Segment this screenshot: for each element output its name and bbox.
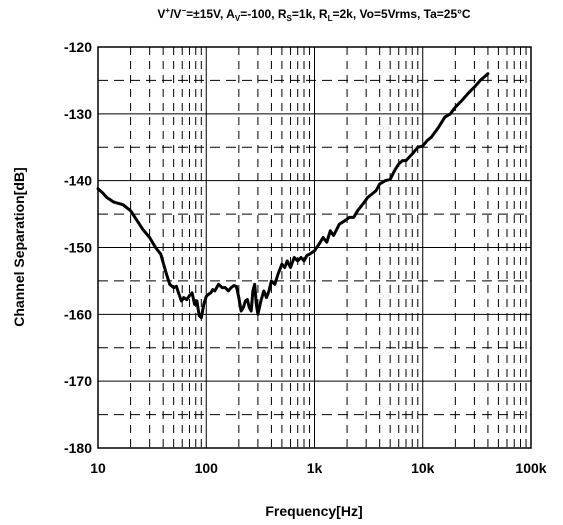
title-part3: =1k, R [292,7,328,21]
x-tick-label: 10 [90,460,106,476]
title-part4: =2k, Vo=5Vrms, Ta=25°C [332,7,470,21]
channel-separation-line [96,72,490,320]
x-tick-label: 100k [515,460,546,476]
x-tick-label: 10k [411,460,435,476]
title-part2: =-100, R [240,7,287,21]
grid-lines [98,47,531,448]
title-part1: =±15V, A [186,7,235,21]
y-tick-label: -180 [64,440,92,456]
x-axis-label: Frequency[Hz] [265,503,362,519]
title-plus-sup: + [165,6,170,15]
title-v: V [157,7,165,21]
x-tick-labels: 10 100 1k 10k 100k [90,460,547,476]
y-tick-label: -160 [64,306,92,322]
title-minus-sup: − [181,6,186,15]
y-tick-label: -120 [64,39,92,55]
x-tick-label: 1k [307,460,323,476]
title-av-sub: V [235,14,241,23]
title-rl-sub: L [328,14,333,23]
y-tick-label: -170 [64,373,92,389]
chart-title: V+/V−=±15V, AV=-100, RS=1k, RL=2k, Vo=5V… [157,6,471,23]
x-tick-label: 100 [195,460,219,476]
y-tick-label: -140 [64,173,92,189]
title-rs-sub: S [287,14,293,23]
title-slash: /V [170,7,181,21]
plot-frame [97,46,532,449]
data-series [96,72,490,320]
plot-border [97,46,532,449]
y-axis-label: Channel Separation[dB] [11,167,27,326]
y-tick-label: -130 [64,106,92,122]
y-tick-label: -150 [64,240,92,256]
y-tick-labels: -120 -130 -140 -150 -160 -170 -180 [64,39,92,456]
